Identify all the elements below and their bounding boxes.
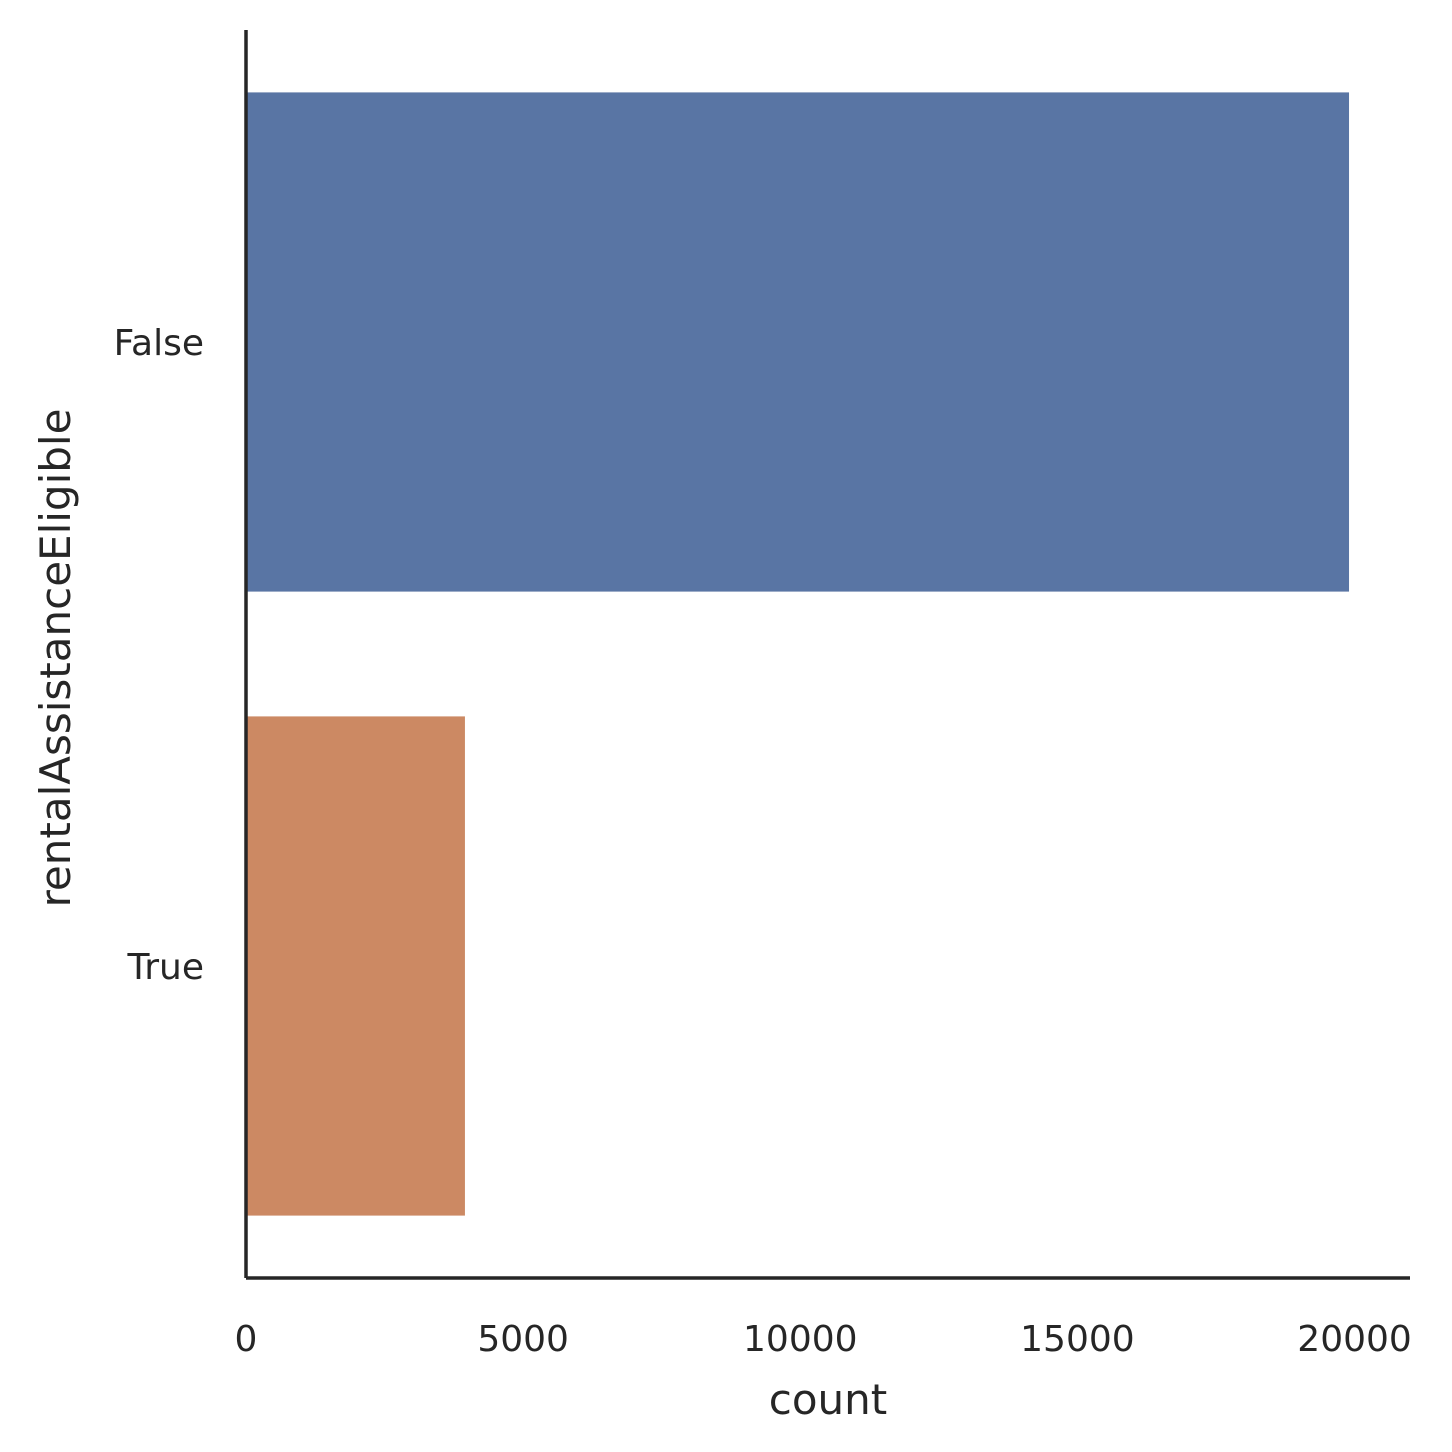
x-tick-label: 15000 bbox=[1020, 1319, 1135, 1360]
bar-true bbox=[246, 716, 465, 1216]
y-tick-label: True bbox=[127, 947, 204, 988]
x-tick-label: 0 bbox=[235, 1319, 258, 1360]
y-tick-labels: False True bbox=[114, 323, 204, 988]
y-tick-label: False bbox=[114, 323, 204, 364]
x-tick-label: 20000 bbox=[1297, 1319, 1412, 1360]
x-tick-label: 10000 bbox=[743, 1319, 858, 1360]
y-axis-label: rentalAssistanceEligible bbox=[31, 409, 80, 908]
bars-group bbox=[246, 92, 1350, 1216]
x-axis-label: count bbox=[769, 1375, 888, 1424]
bar-false bbox=[246, 92, 1350, 592]
x-tick-labels: 0 5000 10000 15000 20000 bbox=[235, 1319, 1412, 1360]
x-tick-label: 5000 bbox=[477, 1319, 569, 1360]
